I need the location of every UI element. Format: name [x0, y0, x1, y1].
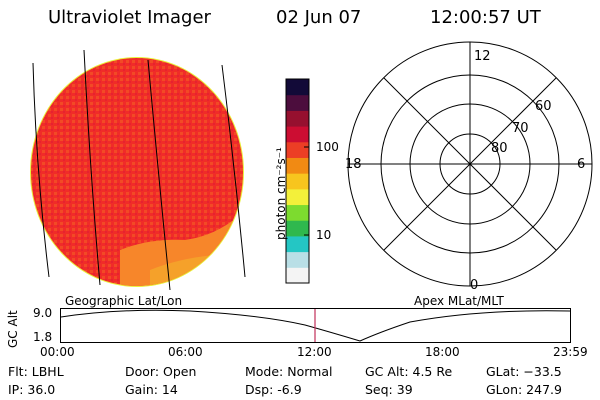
glat-info: GLat: −33.5 — [486, 364, 562, 379]
xtick-1800: 18:00 — [425, 345, 460, 359]
colorbar-stripe — [286, 188, 309, 206]
filter-info: Flt: LBHL — [8, 364, 64, 379]
colorbar-stripe — [286, 173, 309, 190]
instrument-title: Ultraviolet Imager — [48, 7, 211, 28]
mlt-label-0: 0 — [470, 278, 478, 293]
lat-label-80: 80 — [491, 141, 508, 156]
uv-image — [30, 49, 246, 291]
colorbar-tick-label-100: 100 — [316, 140, 339, 154]
time-label: 12:00:57 UT — [430, 7, 541, 28]
altitude-plot — [60, 308, 571, 343]
colorbar-stripe — [286, 267, 309, 284]
glon-info: GLon: 247.9 — [486, 382, 562, 397]
altitude-plot-frame — [60, 308, 571, 343]
ytick-9: 9.0 — [33, 306, 53, 320]
colorbar-stripe — [286, 235, 309, 253]
colorbar-stripe — [286, 79, 309, 96]
colorbar-tick-label-10: 10 — [316, 228, 332, 242]
altitude-curve — [60, 309, 571, 342]
geographic-grid — [32, 49, 246, 291]
xtick-1200: 12:00 — [297, 345, 332, 359]
door-info: Door: Open — [125, 364, 197, 379]
colorbar-stripe — [286, 94, 309, 111]
xtick-0600: 06:00 — [168, 345, 203, 359]
colorbar-stripe — [286, 204, 309, 221]
ip-info: IP: 36.0 — [8, 382, 56, 397]
gc-alt-axis-title: GC Alt — [6, 310, 20, 348]
colorbar — [285, 78, 310, 284]
mlt-label-18: 18 — [345, 157, 362, 172]
xtick-0000: 00:00 — [40, 345, 75, 359]
colorbar-stripe — [286, 141, 309, 158]
colorbar-stripes — [286, 79, 309, 284]
lat-label-60: 60 — [535, 99, 552, 114]
lat-label-70: 70 — [512, 121, 529, 136]
ytick-1-8: 1.8 — [33, 330, 53, 344]
colorbar-stripe — [286, 157, 309, 174]
colorbar-stripe — [286, 251, 309, 268]
polar-diagonal-2 — [383, 77, 557, 251]
date-label: 02 Jun 07 — [276, 7, 362, 28]
polar-plot: 12 18 6 0 60 70 80 — [345, 41, 593, 293]
gain-info: Gain: 14 — [125, 382, 178, 397]
colorbar-stripe — [286, 126, 309, 143]
seq-info: Seq: 39 — [365, 382, 413, 397]
geographic-label: Geographic Lat/Lon — [65, 294, 183, 308]
colorbar-frame — [285, 78, 310, 284]
mlt-label-6: 6 — [577, 157, 585, 172]
mode-info: Mode: Normal — [245, 364, 333, 379]
mlt-label-12: 12 — [474, 49, 491, 64]
colorbar-stripe — [286, 110, 309, 127]
xtick-2359: 23:59 — [553, 345, 588, 359]
colorbar-stripe — [286, 220, 309, 237]
apex-label: Apex MLat/MLT — [414, 294, 504, 308]
dsp-info: Dsp: -6.9 — [245, 382, 302, 397]
colorbar-unit-label: photon cm⁻²s⁻¹ — [274, 147, 288, 240]
gc-alt-info: GC Alt: 4.5 Re — [365, 364, 453, 379]
